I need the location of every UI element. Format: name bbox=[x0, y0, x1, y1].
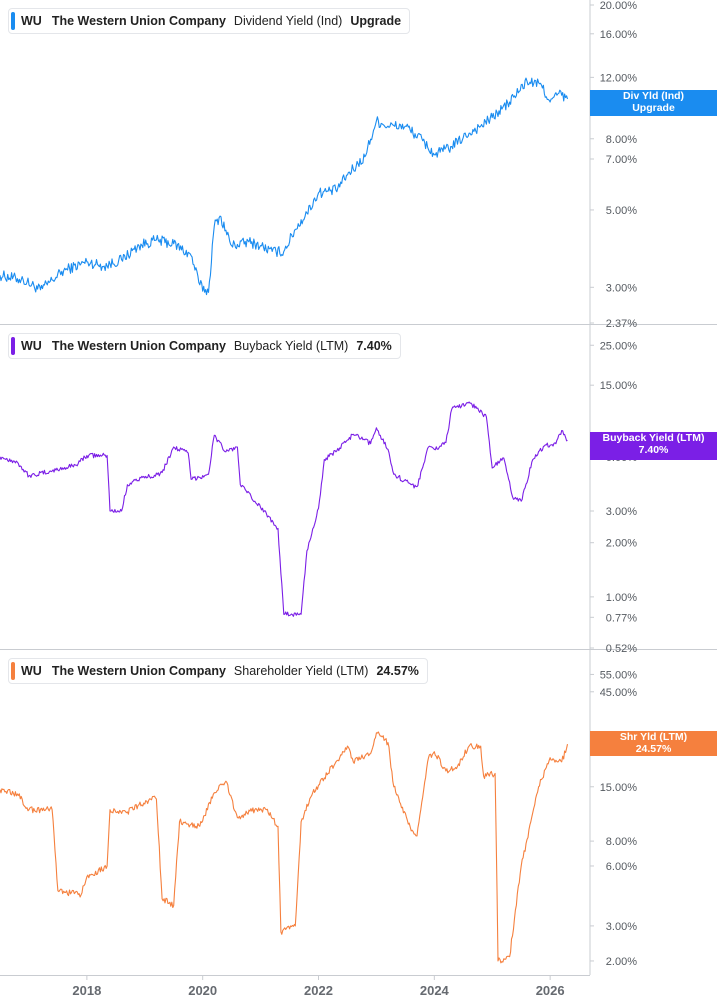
y-tick-label: 6.00% bbox=[606, 861, 637, 873]
y-tick-label: 15.00% bbox=[600, 782, 638, 794]
y-tick-label: 3.00% bbox=[606, 506, 637, 518]
legend-dividend-yield[interactable]: WU The Western Union Company Dividend Yi… bbox=[8, 8, 411, 34]
series-line-2 bbox=[0, 731, 569, 964]
legend-buyback-yield[interactable]: WU The Western Union Company Buyback Yie… bbox=[8, 333, 401, 359]
legend-metric: Dividend Yield (Ind) bbox=[233, 14, 343, 28]
last-value-flag-buyback: Buyback Yield (LTM) 7.40% bbox=[590, 432, 717, 460]
y-tick-label: 7.00% bbox=[606, 154, 637, 166]
y-tick-label: 3.00% bbox=[606, 282, 637, 294]
y-tick-label: 8.00% bbox=[606, 836, 637, 848]
series-color-marker bbox=[11, 662, 15, 680]
legend-company: The Western Union Company bbox=[51, 339, 226, 353]
y-tick-label: 15.00% bbox=[600, 380, 638, 392]
y-tick-label: 2.00% bbox=[606, 538, 637, 550]
legend-ticker: WU bbox=[21, 14, 42, 28]
x-tick-label: 2026 bbox=[536, 983, 565, 998]
legend-value: 7.40% bbox=[356, 339, 392, 353]
y-tick-label: 25.00% bbox=[600, 340, 638, 352]
y-tick-label: 0.52% bbox=[606, 643, 637, 655]
legend-company: The Western Union Company bbox=[51, 664, 226, 678]
y-tick-label: 3.00% bbox=[606, 921, 637, 933]
legend-shareholder-yield[interactable]: WU The Western Union Company Shareholder… bbox=[8, 658, 428, 684]
legend-value[interactable]: Upgrade bbox=[350, 14, 402, 28]
legend-ticker: WU bbox=[21, 664, 42, 678]
last-value-flag-shareholder: Shr Yld (LTM) 24.57% bbox=[590, 731, 717, 756]
flag-label: Shr Yld (LTM) bbox=[619, 731, 688, 743]
y-tick-label: 2.37% bbox=[606, 318, 637, 330]
y-tick-label: 5.00% bbox=[606, 205, 637, 217]
series-color-marker bbox=[11, 337, 15, 355]
y-tick-label: 55.00% bbox=[600, 669, 638, 681]
y-tick-label: 0.77% bbox=[606, 612, 637, 624]
last-value-flag-dividend: Div Yld (Ind) Upgrade bbox=[590, 90, 717, 116]
y-tick-label: 8.00% bbox=[606, 134, 637, 146]
x-tick-label: 2024 bbox=[420, 983, 450, 998]
x-tick-label: 2020 bbox=[188, 983, 217, 998]
flag-value: 24.57% bbox=[635, 742, 672, 755]
flag-value: 7.40% bbox=[638, 443, 669, 456]
legend-company: The Western Union Company bbox=[51, 14, 226, 28]
series-line-1 bbox=[0, 401, 568, 617]
flag-value: Upgrade bbox=[632, 101, 675, 114]
legend-metric: Buyback Yield (LTM) bbox=[233, 339, 349, 353]
flag-label: Div Yld (Ind) bbox=[622, 90, 685, 102]
y-tick-label: 45.00% bbox=[600, 687, 638, 699]
legend-value: 24.57% bbox=[376, 664, 419, 678]
flag-label: Buyback Yield (LTM) bbox=[602, 432, 705, 444]
y-tick-label: 12.00% bbox=[600, 72, 638, 84]
legend-metric: Shareholder Yield (LTM) bbox=[233, 664, 369, 678]
y-tick-label: 20.00% bbox=[600, 0, 638, 12]
series-color-marker bbox=[11, 12, 15, 30]
y-tick-label: 2.00% bbox=[606, 956, 637, 968]
x-tick-label: 2018 bbox=[72, 983, 101, 998]
y-tick-label: 16.00% bbox=[600, 29, 638, 41]
y-tick-label: 1.00% bbox=[606, 592, 637, 604]
x-tick-label: 2022 bbox=[304, 983, 333, 998]
series-line-0 bbox=[0, 77, 569, 296]
legend-ticker: WU bbox=[21, 339, 42, 353]
